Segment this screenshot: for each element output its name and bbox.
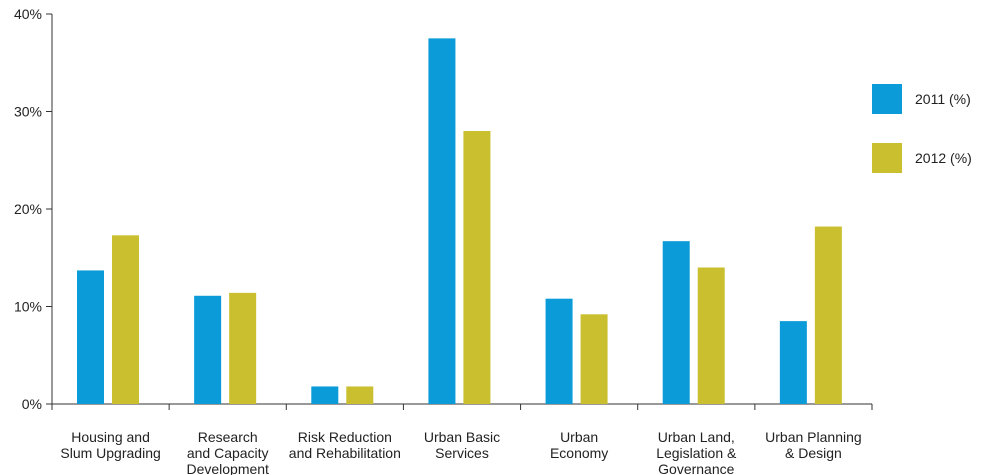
category-label-line: Urban Basic xyxy=(424,429,500,445)
category-label: Urban Basic Services xyxy=(424,429,500,461)
y-tick-label: 40% xyxy=(14,6,42,22)
bar-2011 xyxy=(194,295,222,404)
category-label-line: Urban xyxy=(560,429,598,445)
bar-2011 xyxy=(545,298,573,404)
bar-2012 xyxy=(112,235,139,404)
y-tick-label: 0% xyxy=(22,396,42,412)
category-label: Urban Economy xyxy=(550,429,608,461)
category-label-line: Risk Reduction xyxy=(298,429,392,445)
legend-label: 2012 (%) xyxy=(915,150,972,166)
axes xyxy=(46,13,873,410)
bars xyxy=(77,38,842,404)
bar-2011 xyxy=(428,38,456,404)
category-label-line: Governance xyxy=(658,461,734,475)
bar-2012 xyxy=(463,131,491,404)
category-label-line: Urban Land, xyxy=(658,429,735,445)
y-tick-label: 30% xyxy=(14,104,42,120)
bar-2011 xyxy=(311,386,339,404)
category-label: Urban Land, Legislation & Governance xyxy=(656,429,737,475)
category-label: Research and Capacity Development xyxy=(186,429,269,475)
category-label: Housing and Slum Upgrading xyxy=(60,429,160,461)
category-label-line: and Capacity xyxy=(187,445,269,461)
bar-2012 xyxy=(697,267,725,404)
legend-swatch xyxy=(872,84,902,114)
category-label: Urban Planning & Design xyxy=(765,429,862,461)
bar-2011 xyxy=(662,241,690,404)
category-label-line: Research xyxy=(198,429,258,445)
legend: 2011 (%) 2012 (%) xyxy=(872,84,972,173)
category-label-line: Development xyxy=(186,461,269,475)
legend-label: 2011 (%) xyxy=(915,91,971,107)
bar-2012 xyxy=(346,386,374,404)
category-label: Risk Reduction and Rehabilitation xyxy=(289,429,401,461)
y-tick-label: 20% xyxy=(14,201,42,217)
labels: 0% 10% 20% 30% 40% Housing and Slum Upgrading R… xyxy=(14,6,862,475)
category-label-line: Services xyxy=(435,445,489,461)
category-label-line: Urban Planning xyxy=(765,429,862,445)
bar-2012 xyxy=(580,314,608,404)
legend-swatch xyxy=(872,143,902,173)
bar-2012 xyxy=(814,226,842,404)
category-label-line: Slum Upgrading xyxy=(60,445,160,461)
category-label-line: Economy xyxy=(550,445,608,461)
bar-2011 xyxy=(779,321,807,404)
category-label-line: Legislation & xyxy=(656,445,737,461)
category-label-line: Housing and xyxy=(71,429,150,445)
bar-2012 xyxy=(229,292,257,404)
y-tick-label: 10% xyxy=(14,299,42,315)
bar-2011 xyxy=(77,270,104,404)
category-label-line: & Design xyxy=(785,445,842,461)
category-label-line: and Rehabilitation xyxy=(289,445,401,461)
